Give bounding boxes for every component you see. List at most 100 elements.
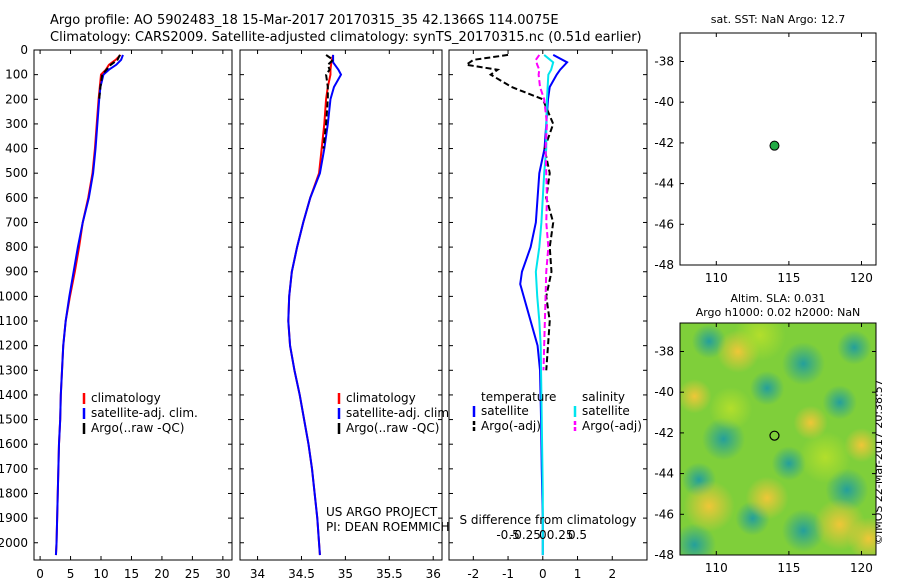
y-tick-label: 500 [5, 166, 28, 180]
legend-label: satellite-adj. clim. [346, 406, 453, 420]
x-tick-label: 0 [539, 567, 547, 580]
secondary-x-tick-label: -0.25 [510, 528, 541, 542]
y-tick-label: -48 [654, 548, 674, 562]
argo-position-marker [769, 430, 780, 441]
map-title-sst: sat. SST: NaN Argo: 12.7 [711, 13, 845, 26]
x-tick-label: 110 [705, 561, 728, 575]
map-subtitle-height: Argo h1000: 0.02 h2000: NaN [696, 306, 861, 319]
heatmap-cell [745, 476, 789, 520]
legend-label: Argo(-adj) [582, 419, 642, 433]
secondary-x-tick-label: -0.5 [496, 528, 519, 542]
annotation-pi: PI: DEAN ROEMMICH [326, 520, 449, 534]
y-tick-label: 1800 [0, 486, 28, 500]
argo-position-marker [769, 140, 780, 151]
heatmap-cell [822, 385, 857, 420]
header-line-2: Climatology: CARS2009. Satellite-adjuste… [50, 30, 642, 45]
x-tick-label: 2 [608, 567, 616, 580]
y-tick-label: 200 [5, 92, 28, 106]
secondary-x-axis-label: S difference from climatology [460, 513, 637, 527]
y-tick-label: 1400 [0, 388, 28, 402]
y-tick-label: 2000 [0, 536, 28, 550]
heatmap-cell [709, 386, 753, 430]
x-tick-label: 1 [574, 567, 582, 580]
header-line-1: Argo profile: AO 5902483_18 15-Mar-2017 … [50, 13, 559, 28]
heatmap-cell [781, 509, 825, 553]
y-tick-label: -42 [654, 136, 674, 150]
secondary-x-tick-label: 0.25 [547, 528, 574, 542]
x-tick-label: 120 [850, 561, 873, 575]
y-tick-label: -46 [654, 507, 674, 521]
y-tick-label: 600 [5, 191, 28, 205]
annotation-project: US ARGO PROJECT [326, 505, 438, 519]
heatmap-cell [771, 446, 807, 481]
map-title-sla: Altim. SLA: 0.031 [730, 292, 825, 305]
y-tick-label: 1100 [0, 314, 28, 328]
y-tick-label: -40 [654, 95, 674, 109]
series-line-satellite-adj-clim- [287, 54, 343, 556]
legend-label: climatology [91, 391, 161, 405]
y-tick-label: 900 [5, 265, 28, 279]
x-tick-label: 35 [338, 567, 353, 580]
x-tick-label: 30 [215, 567, 230, 580]
y-tick-label: 400 [5, 142, 28, 156]
heatmap-cell [683, 480, 735, 532]
y-tick-label: -38 [654, 344, 674, 358]
x-tick-label: 10 [93, 567, 108, 580]
heatmap-cell [799, 431, 851, 484]
y-tick-label: 1300 [0, 363, 28, 377]
y-tick-label: -38 [654, 54, 674, 68]
x-tick-label: 115 [777, 271, 800, 285]
plot-frame [239, 49, 443, 561]
y-tick-label: 1000 [0, 289, 28, 303]
x-tick-label: 0 [36, 567, 44, 580]
heatmap-cell [734, 323, 786, 362]
y-tick-label: 800 [5, 240, 28, 254]
y-tick-label: -46 [654, 217, 674, 231]
x-tick-label: 110 [705, 271, 728, 285]
heatmap-cell [793, 405, 828, 440]
y-tick-label: 1900 [0, 511, 28, 525]
legend-label: climatology [346, 391, 416, 405]
heatmap-cell [781, 342, 825, 386]
legend-label: satellite [481, 404, 529, 418]
series-line-argo-raw-qc- [322, 54, 335, 149]
x-tick-label: 5 [67, 567, 75, 580]
heatmap-cell [749, 370, 785, 406]
legend-label: satellite [582, 404, 630, 418]
y-tick-label: -40 [654, 385, 674, 399]
x-tick-label: 20 [154, 567, 169, 580]
secondary-x-tick-label: 0.5 [568, 528, 587, 542]
y-tick-label: 100 [5, 68, 28, 82]
legend-label: Argo(-adj) [481, 419, 541, 433]
x-tick-label: 120 [850, 271, 873, 285]
heatmap-cell [837, 330, 872, 365]
heatmap-cell [847, 517, 876, 555]
x-tick-label: 35.5 [376, 567, 403, 580]
y-tick-label: -44 [654, 177, 674, 191]
y-tick-label: -44 [654, 467, 674, 481]
y-tick-label: 700 [5, 215, 28, 229]
heatmap-cell [844, 427, 876, 463]
x-tick-label: 25 [185, 567, 200, 580]
secondary-x-tick-label: 0 [539, 528, 547, 542]
x-tick-label: -1 [502, 567, 514, 580]
heatmap-cell [680, 379, 712, 414]
legend-heading-salinity: salinity [582, 390, 625, 404]
x-tick-label: 34 [250, 567, 265, 580]
legend-heading-temperature: temperature [481, 390, 556, 404]
y-tick-label: 300 [5, 117, 28, 131]
series-line-salinity-satellite [534, 54, 555, 556]
y-tick-label: 1600 [0, 437, 28, 451]
legend-label: Argo(..raw -QC) [346, 421, 439, 435]
series-line-satellite-adj-clim- [54, 54, 124, 556]
y-tick-label: -42 [654, 426, 674, 440]
series-line-argo-raw-qc- [98, 54, 121, 100]
plot-frame [33, 49, 233, 561]
x-tick-label: 15 [124, 567, 139, 580]
legend-label: satellite-adj. clim. [91, 406, 198, 420]
y-tick-label: 1700 [0, 462, 28, 476]
map-frame [679, 322, 877, 556]
legend-label: Argo(..raw -QC) [91, 421, 184, 435]
series-line-salinity-argo-adj- [534, 54, 550, 371]
